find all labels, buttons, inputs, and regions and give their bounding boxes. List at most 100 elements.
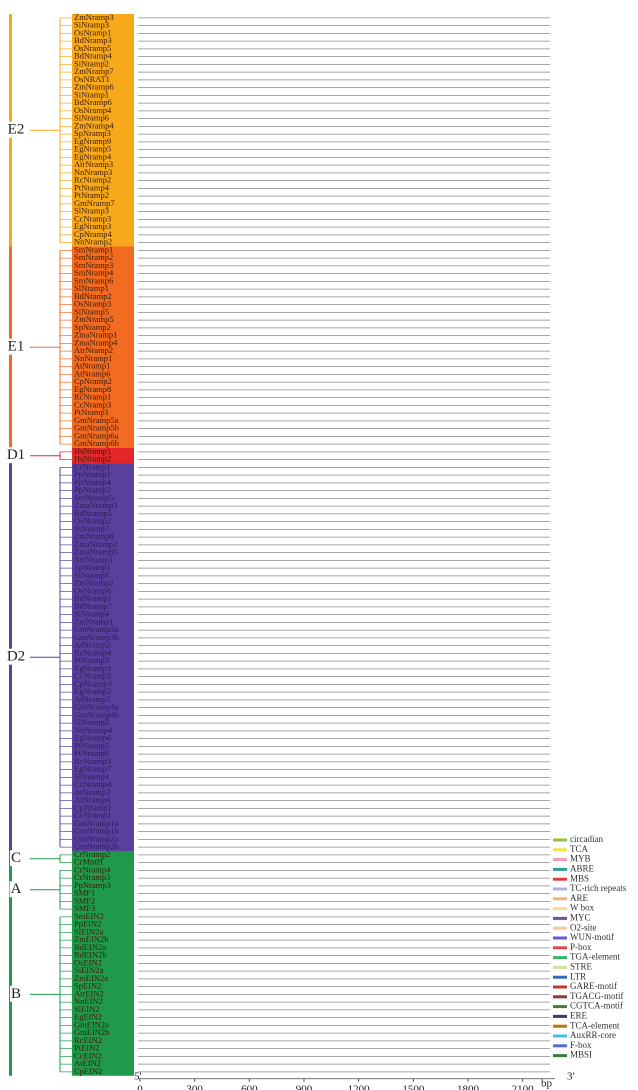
gene-name: SMF3 xyxy=(74,903,95,913)
gene-name: SlNramp1 xyxy=(74,283,109,293)
gene-name: PtNramp2 xyxy=(74,190,109,200)
legend-label: LTR xyxy=(570,971,586,981)
gene-name: GmNramp5b xyxy=(74,423,119,433)
gene-name: CrNramp2 xyxy=(74,849,110,859)
legend-label: TC-rich repeats xyxy=(570,883,627,893)
gene-column xyxy=(72,448,134,464)
gene-name: GmNramp6a xyxy=(74,430,119,440)
gene-name: SiEIN2a xyxy=(74,926,104,936)
gene-name: CrNramp4 xyxy=(74,864,111,874)
gene-name: BdNramp4 xyxy=(74,51,113,61)
gene-name: OsNRAT1 xyxy=(74,74,110,84)
legend-label: WUN-motif xyxy=(570,932,614,942)
gene-name: SmNramp5 xyxy=(74,492,113,502)
gene-name: RcNramp4 xyxy=(74,647,112,657)
gene-name: CcNramp4 xyxy=(74,779,112,789)
gene-name: SiNramp1 xyxy=(74,89,109,99)
clade-label: D1 xyxy=(7,447,25,463)
x-tick-label: 900 xyxy=(296,1083,313,1090)
gene-name: EgNramp6 xyxy=(74,733,111,743)
gene-name: EgNramp5 xyxy=(74,144,111,154)
gene-name: CpNramp1 xyxy=(74,802,112,812)
gene-name: GmEIN2b xyxy=(74,1027,109,1037)
gene-name: GmNramp4b xyxy=(74,709,119,719)
gene-name: EgNramp7 xyxy=(74,764,111,774)
gene-name: SMF2 xyxy=(74,895,95,905)
gene-name: GmNramp7 xyxy=(74,198,115,208)
clade-label-bg xyxy=(9,985,23,1002)
gene-name: CcNramp1 xyxy=(74,810,111,820)
gene-name: SMF1 xyxy=(74,888,95,898)
gene-name: RcEIN2 xyxy=(74,1035,102,1045)
gene-name: ZmNramp5 xyxy=(74,314,114,324)
gene-name: NnEIN2 xyxy=(74,996,103,1006)
gene-column xyxy=(72,14,134,247)
gene-name: CcNramp3 xyxy=(74,399,111,409)
gene-name: PtNramp1 xyxy=(74,407,109,417)
legend-label: O2-site xyxy=(570,922,597,932)
gene-name: NnNramp2 xyxy=(74,237,112,247)
gene-name: ZmNramp1 xyxy=(74,616,114,626)
legend-label: ARE xyxy=(570,893,589,903)
legend-label: TGA-element xyxy=(570,952,620,962)
gene-name: HsNramp1 xyxy=(74,446,111,456)
legend-label: F-box xyxy=(570,1040,592,1050)
gene-name: ZmaNramp5 xyxy=(74,547,117,557)
gene-name: GmNramp6b xyxy=(74,438,119,448)
gene-name: CpEIN2 xyxy=(74,1066,102,1076)
gene-name: SpNramp2 xyxy=(74,322,111,332)
gene-name: ZmaNramp3 xyxy=(74,500,117,510)
x-tick-label: 2100 xyxy=(512,1083,535,1090)
gene-name: AtrNramp3 xyxy=(74,159,113,169)
gene-name: GmNramp3a xyxy=(74,624,119,634)
gene-name: BdEIN2a xyxy=(74,942,106,952)
gene-name: ZmNramp3 xyxy=(74,12,114,22)
five-prime-label: 5' xyxy=(134,1071,142,1083)
gene-name: EgNramp2 xyxy=(74,686,111,696)
gene-name: SiNramp3 xyxy=(74,20,109,30)
gene-name: ZmaNramp4 xyxy=(74,337,118,347)
gene-name: SpEIN2 xyxy=(74,981,101,991)
gene-name: BdEIN2b xyxy=(74,950,107,960)
gene-name: EgNramp8 xyxy=(74,384,111,394)
gene-name: GmNramp3b xyxy=(74,632,119,642)
legend-label: MBS xyxy=(570,873,589,883)
gene-name: GmNramp2a xyxy=(74,833,119,843)
gene-name: CcNramp2 xyxy=(74,671,111,681)
x-tick-label: 0 xyxy=(137,1083,143,1090)
gene-name: SlNramp3 xyxy=(74,206,109,216)
legend-label: MYC xyxy=(570,912,591,922)
gene-name: SlNramp2 xyxy=(74,717,109,727)
gene-name: CcNramp3 xyxy=(74,213,111,223)
gene-name: AtrEIN2 xyxy=(74,988,104,998)
gene-name: AtNramp3 xyxy=(74,787,110,797)
gene-name: GmNramp5a xyxy=(74,415,119,425)
gene-name: NnNramp3 xyxy=(74,167,112,177)
gene-name: NnNramp1 xyxy=(74,353,112,363)
gene-name: SpNramp3 xyxy=(74,128,111,138)
legend-label: TGACG-motif xyxy=(570,991,624,1001)
gene-name: SmEIN2 xyxy=(74,911,104,921)
clade-label: C xyxy=(11,850,21,866)
gene-column xyxy=(72,463,134,851)
gene-name: AtrNramp1 xyxy=(74,554,113,564)
gene-name: PpNramp2 xyxy=(74,485,111,495)
legend-label: GARE-motif xyxy=(570,981,617,991)
gene-name: ZmEIN2b xyxy=(74,934,108,944)
gene-name: HsNramp2 xyxy=(74,454,111,464)
gene-name: SmNramp1 xyxy=(74,244,113,254)
clade-label-bg xyxy=(9,850,23,867)
gene-name: EgNramp1 xyxy=(74,663,111,673)
legend-label: STRE xyxy=(570,961,593,971)
clade-label-bg xyxy=(6,338,26,355)
gene-name: PpNramp4 xyxy=(74,477,112,487)
gene-name: BdNramp7 xyxy=(74,601,112,611)
gene-name: CcEIN2 xyxy=(74,1050,102,1060)
clade-label: E2 xyxy=(8,122,25,138)
clade-label-bg xyxy=(9,881,23,898)
gene-name: SiNramp8 xyxy=(74,570,109,580)
gene-name: ZmEIN2a xyxy=(74,973,108,983)
gene-name: CrNramp1 xyxy=(74,461,110,471)
clade-label: D2 xyxy=(7,649,25,665)
